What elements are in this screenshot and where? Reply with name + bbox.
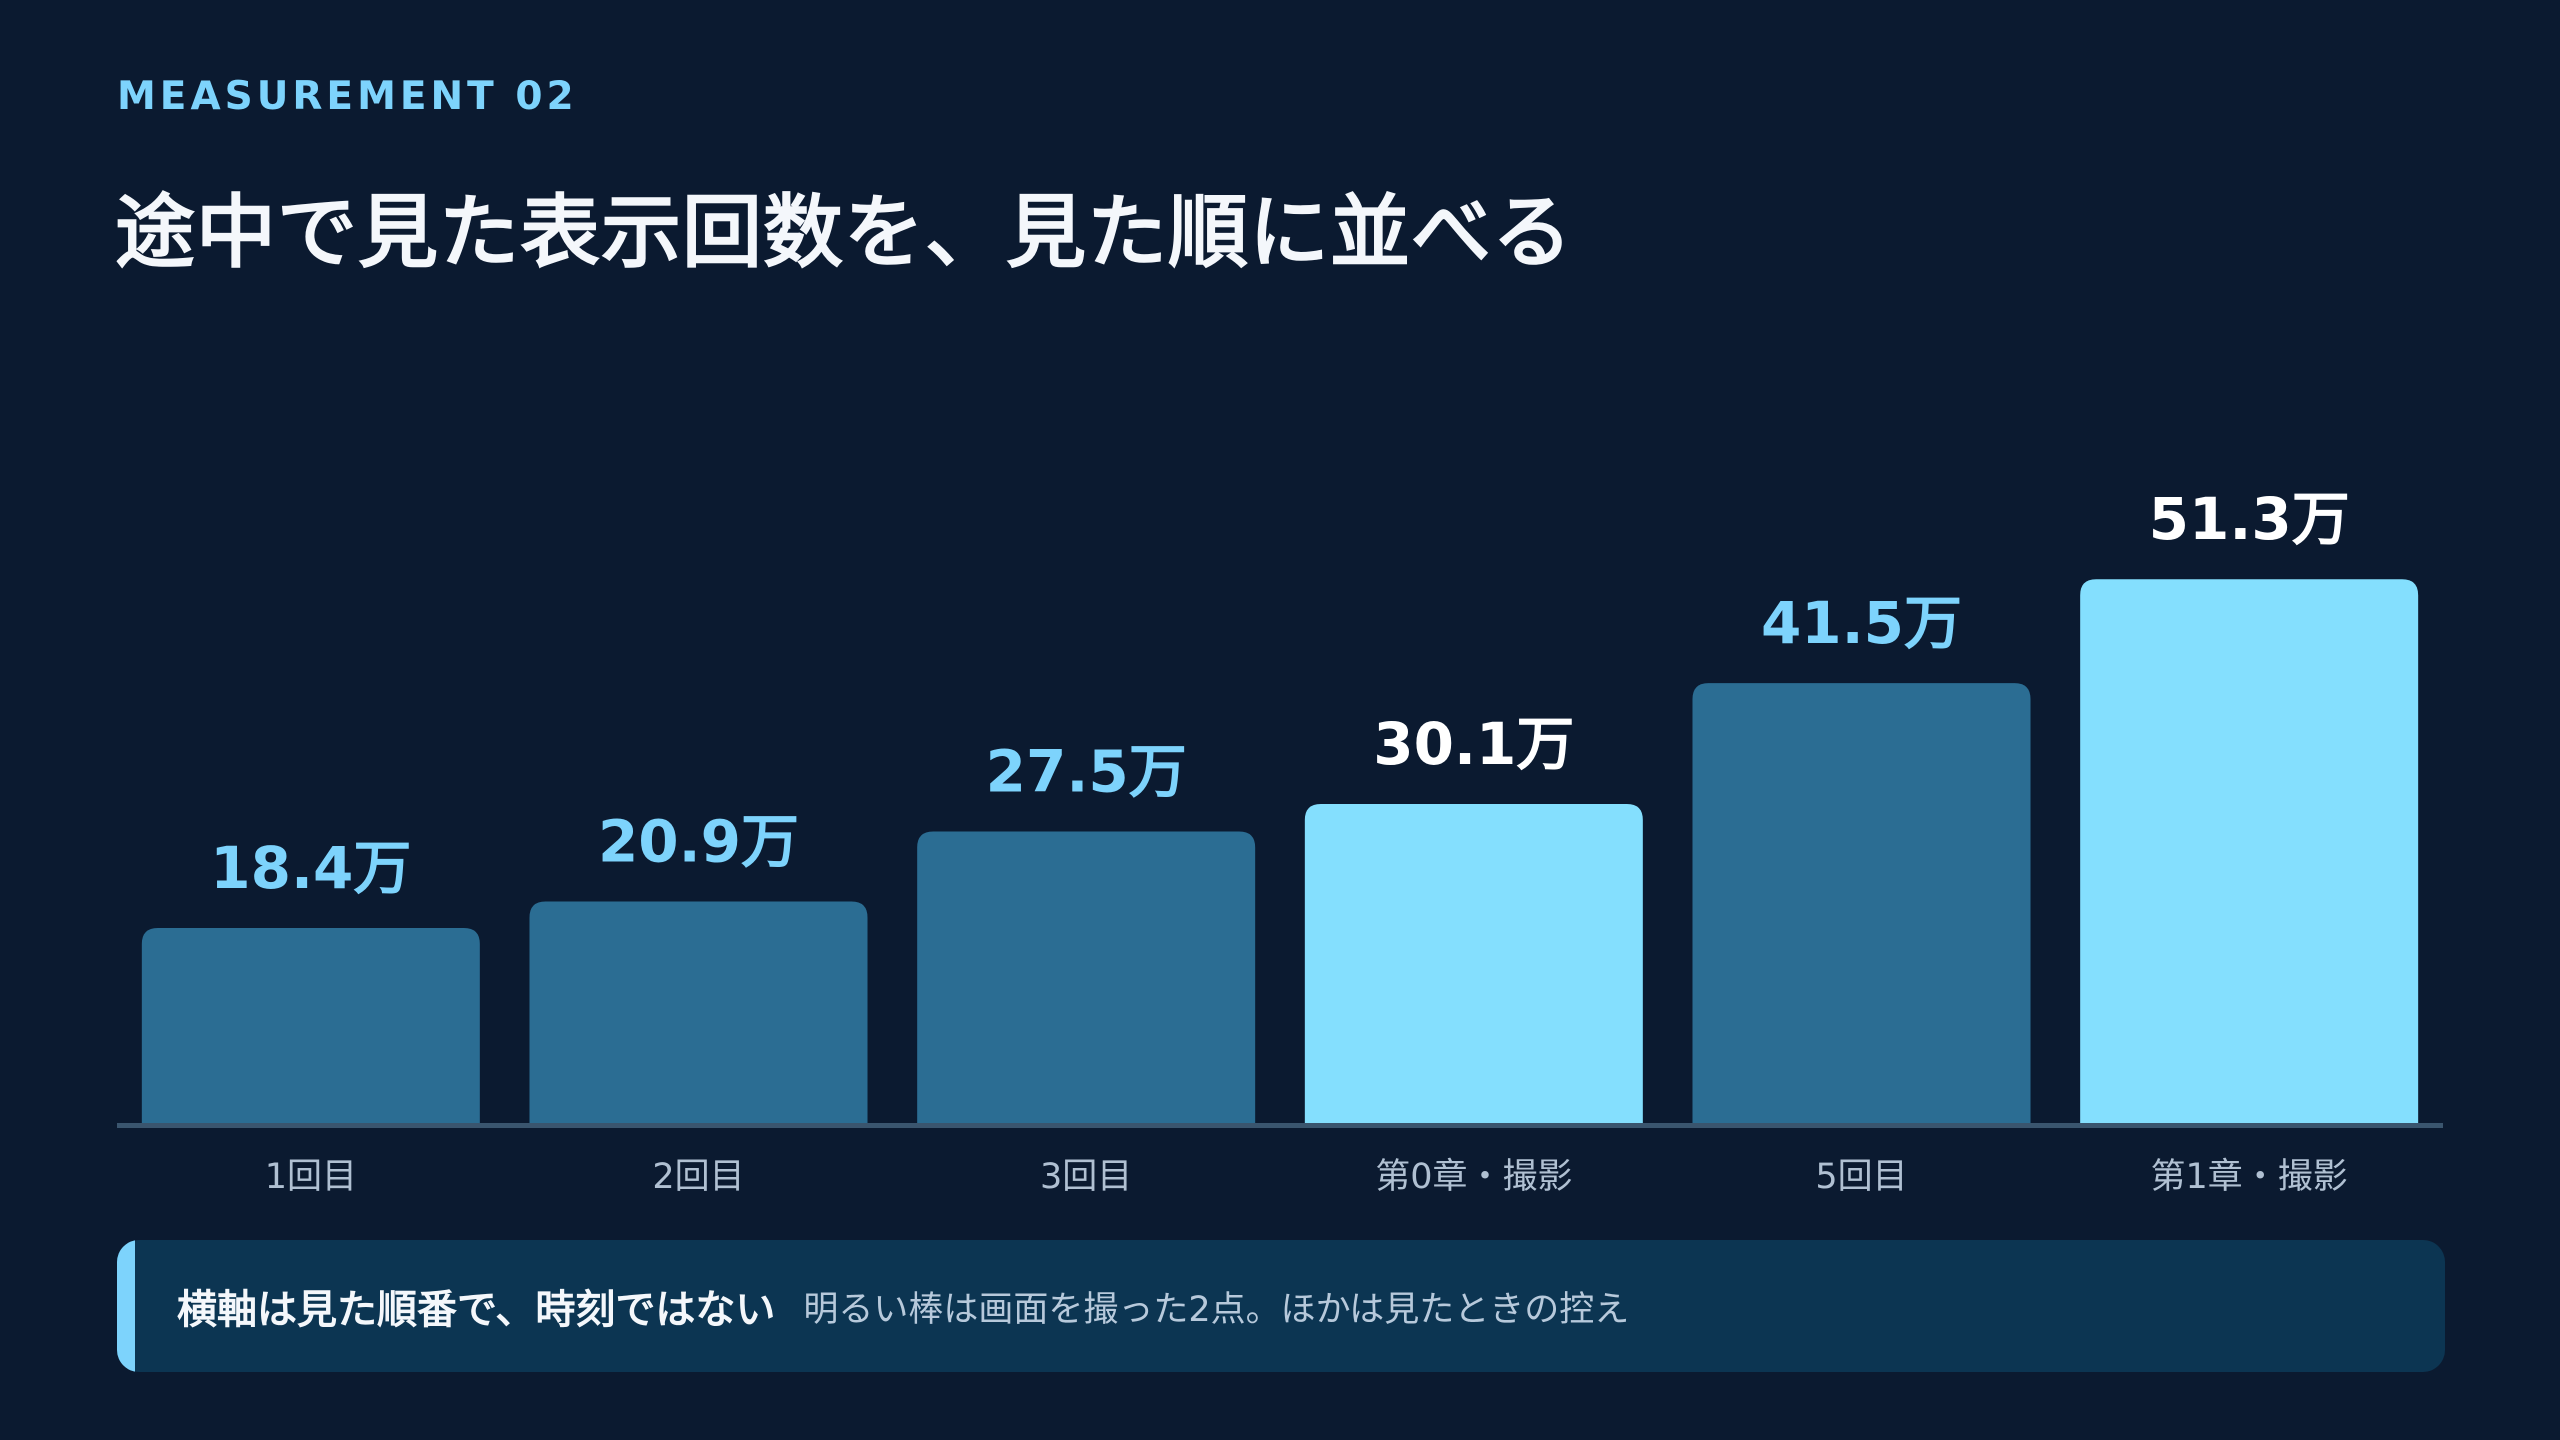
category-label-6: 第1章・撮影 xyxy=(2151,1157,2348,1197)
note-callout: 横軸は見た順番で、時刻ではない 明るい棒は画面を撮った2点。ほかは見たときの控え xyxy=(117,1240,2445,1372)
note-accent-bar xyxy=(117,1240,135,1372)
bar-value-label-4: 30.1万 xyxy=(1373,710,1574,778)
bar-6 xyxy=(2080,579,2419,1123)
bar-value-label-2: 20.9万 xyxy=(598,807,799,875)
eyebrow-label: MEASUREMENT 02 xyxy=(117,74,578,119)
note-heading: 横軸は見た順番で、時刻ではない xyxy=(177,1287,776,1333)
bar-5 xyxy=(1692,683,2031,1123)
category-label-2: 2回目 xyxy=(652,1157,744,1197)
bar-4 xyxy=(1304,803,1643,1123)
page-title: 途中で見た表示回数を、見た順に並べる xyxy=(115,186,1573,279)
bar-1 xyxy=(141,927,480,1123)
category-label-5: 5回目 xyxy=(1815,1157,1907,1197)
bar-value-label-5: 41.5万 xyxy=(1761,589,1962,657)
category-label-3: 3回目 xyxy=(1040,1157,1132,1197)
note-text: 明るい棒は画面を撮った2点。ほかは見たときの控え xyxy=(803,1289,1630,1330)
bar-2 xyxy=(529,901,868,1123)
x-axis-baseline xyxy=(117,1123,2443,1128)
category-label-1: 1回目 xyxy=(265,1157,357,1197)
bar-3 xyxy=(917,831,1256,1123)
bar-value-label-1: 18.4万 xyxy=(210,834,411,902)
bar-value-label-6: 51.3万 xyxy=(2149,485,2350,553)
bar-value-label-3: 27.5万 xyxy=(986,738,1187,806)
category-label-4: 第0章・撮影 xyxy=(1375,1157,1572,1197)
